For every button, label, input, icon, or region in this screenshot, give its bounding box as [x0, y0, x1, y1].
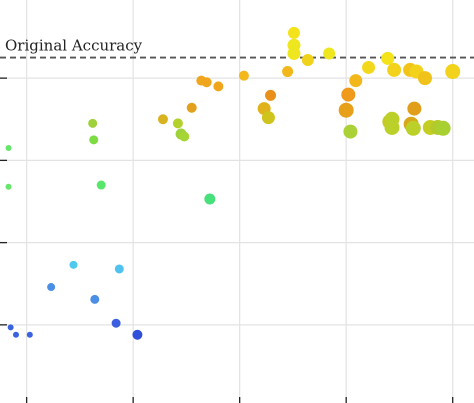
data-point-42 — [387, 62, 402, 77]
data-point-14 — [157, 114, 168, 125]
data-point-52 — [445, 64, 461, 80]
data-point-22 — [204, 193, 216, 205]
data-point-3 — [12, 331, 19, 338]
data-point-9 — [90, 294, 100, 304]
data-point-2 — [7, 324, 14, 331]
data-point-0 — [5, 145, 12, 152]
data-point-51 — [435, 120, 451, 136]
data-point-46 — [407, 101, 422, 116]
data-point-41 — [384, 119, 400, 135]
data-point-45 — [405, 120, 421, 136]
data-point-33 — [338, 102, 354, 118]
data-point-4 — [26, 331, 33, 338]
data-point-30 — [287, 46, 301, 60]
data-point-38 — [381, 51, 395, 65]
data-point-18 — [186, 102, 197, 113]
data-point-34 — [341, 87, 356, 102]
data-point-36 — [349, 74, 363, 88]
data-point-48 — [418, 71, 433, 86]
data-point-28 — [287, 26, 300, 39]
data-point-27 — [282, 66, 294, 78]
data-point-8 — [89, 135, 99, 145]
data-point-13 — [132, 329, 143, 340]
data-point-25 — [261, 111, 275, 125]
data-point-11 — [111, 318, 121, 328]
data-point-32 — [323, 47, 336, 60]
axis-ticks — [0, 77, 454, 403]
data-point-20 — [201, 77, 212, 88]
data-point-12 — [114, 264, 124, 274]
data-point-17 — [179, 131, 190, 142]
data-point-1 — [5, 183, 12, 190]
data-point-21 — [213, 81, 224, 92]
data-point-35 — [343, 124, 358, 139]
data-point-7 — [88, 118, 98, 128]
data-point-15 — [172, 118, 183, 129]
data-point-23 — [238, 70, 249, 81]
data-point-10 — [96, 180, 106, 190]
data-point-6 — [69, 260, 78, 269]
data-point-26 — [265, 89, 277, 101]
data-point-37 — [362, 60, 376, 74]
data-point-5 — [47, 283, 56, 292]
reference-line-label: Original Accuracy — [5, 37, 143, 55]
data-point-31 — [301, 54, 314, 67]
data-points — [5, 26, 461, 340]
